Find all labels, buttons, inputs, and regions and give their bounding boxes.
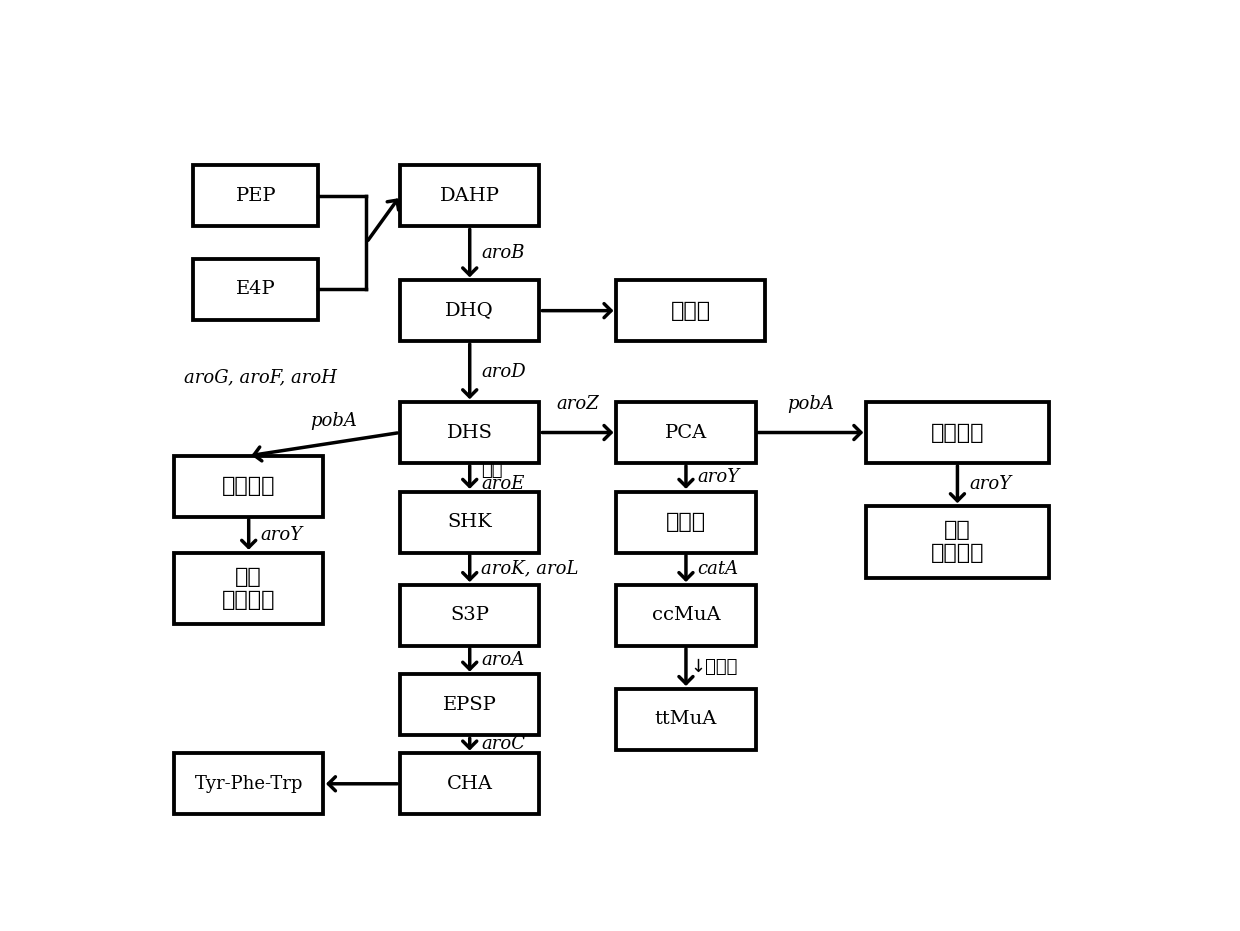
Text: aroG, aroF, aroH: aroG, aroF, aroH	[184, 368, 337, 386]
Text: aroB: aroB	[481, 244, 525, 263]
FancyBboxPatch shape	[866, 506, 1049, 577]
Text: PEP: PEP	[236, 187, 277, 205]
FancyBboxPatch shape	[616, 280, 765, 341]
Text: DAHP: DAHP	[440, 187, 500, 205]
FancyBboxPatch shape	[401, 674, 539, 735]
Text: pobA: pobA	[787, 395, 835, 413]
Text: SHK: SHK	[448, 513, 492, 531]
Text: aroY: aroY	[697, 468, 739, 486]
Text: 焦性
没食子酸: 焦性 没食子酸	[222, 567, 275, 610]
Text: CHA: CHA	[446, 775, 492, 793]
Text: 没食子酸: 没食子酸	[222, 477, 275, 496]
Text: DHQ: DHQ	[445, 302, 494, 319]
FancyBboxPatch shape	[401, 585, 539, 646]
FancyBboxPatch shape	[401, 492, 539, 553]
FancyBboxPatch shape	[401, 753, 539, 815]
Text: 焦性
没食子酸: 焦性 没食子酸	[931, 520, 985, 563]
Text: aroC: aroC	[481, 735, 526, 753]
Text: aroE: aroE	[481, 476, 525, 493]
FancyBboxPatch shape	[616, 492, 755, 553]
Text: Tyr-Phe-Trp: Tyr-Phe-Trp	[195, 775, 303, 793]
Text: 渗漏: 渗漏	[481, 461, 502, 479]
FancyBboxPatch shape	[174, 753, 324, 815]
Text: 奎尼酸: 奎尼酸	[671, 301, 711, 320]
FancyBboxPatch shape	[174, 553, 324, 625]
Text: aroY: aroY	[260, 526, 303, 544]
FancyBboxPatch shape	[866, 402, 1049, 463]
Text: pobA: pobA	[310, 412, 357, 430]
FancyBboxPatch shape	[401, 166, 539, 226]
Text: aroA: aroA	[481, 651, 525, 669]
FancyBboxPatch shape	[193, 166, 319, 226]
Text: ↓异构酶: ↓异构酶	[691, 658, 738, 676]
Text: aroD: aroD	[481, 362, 526, 381]
FancyBboxPatch shape	[193, 259, 319, 319]
FancyBboxPatch shape	[616, 689, 755, 749]
Text: PCA: PCA	[665, 424, 707, 441]
FancyBboxPatch shape	[174, 456, 324, 517]
Text: S3P: S3P	[450, 606, 490, 625]
Text: aroZ: aroZ	[557, 395, 599, 413]
FancyBboxPatch shape	[401, 402, 539, 463]
Text: ccMuA: ccMuA	[652, 606, 720, 625]
Text: E4P: E4P	[236, 280, 275, 298]
FancyBboxPatch shape	[616, 402, 755, 463]
Text: EPSP: EPSP	[443, 696, 497, 714]
Text: 没食子酸: 没食子酸	[931, 423, 985, 442]
FancyBboxPatch shape	[616, 585, 755, 646]
Text: 儿茶酚: 儿茶酚	[666, 512, 706, 533]
FancyBboxPatch shape	[401, 280, 539, 341]
Text: DHS: DHS	[446, 424, 492, 441]
Text: ttMuA: ttMuA	[655, 710, 717, 728]
Text: aroY: aroY	[968, 476, 1011, 493]
Text: catA: catA	[697, 560, 739, 578]
Text: aroK, aroL: aroK, aroL	[481, 560, 579, 578]
